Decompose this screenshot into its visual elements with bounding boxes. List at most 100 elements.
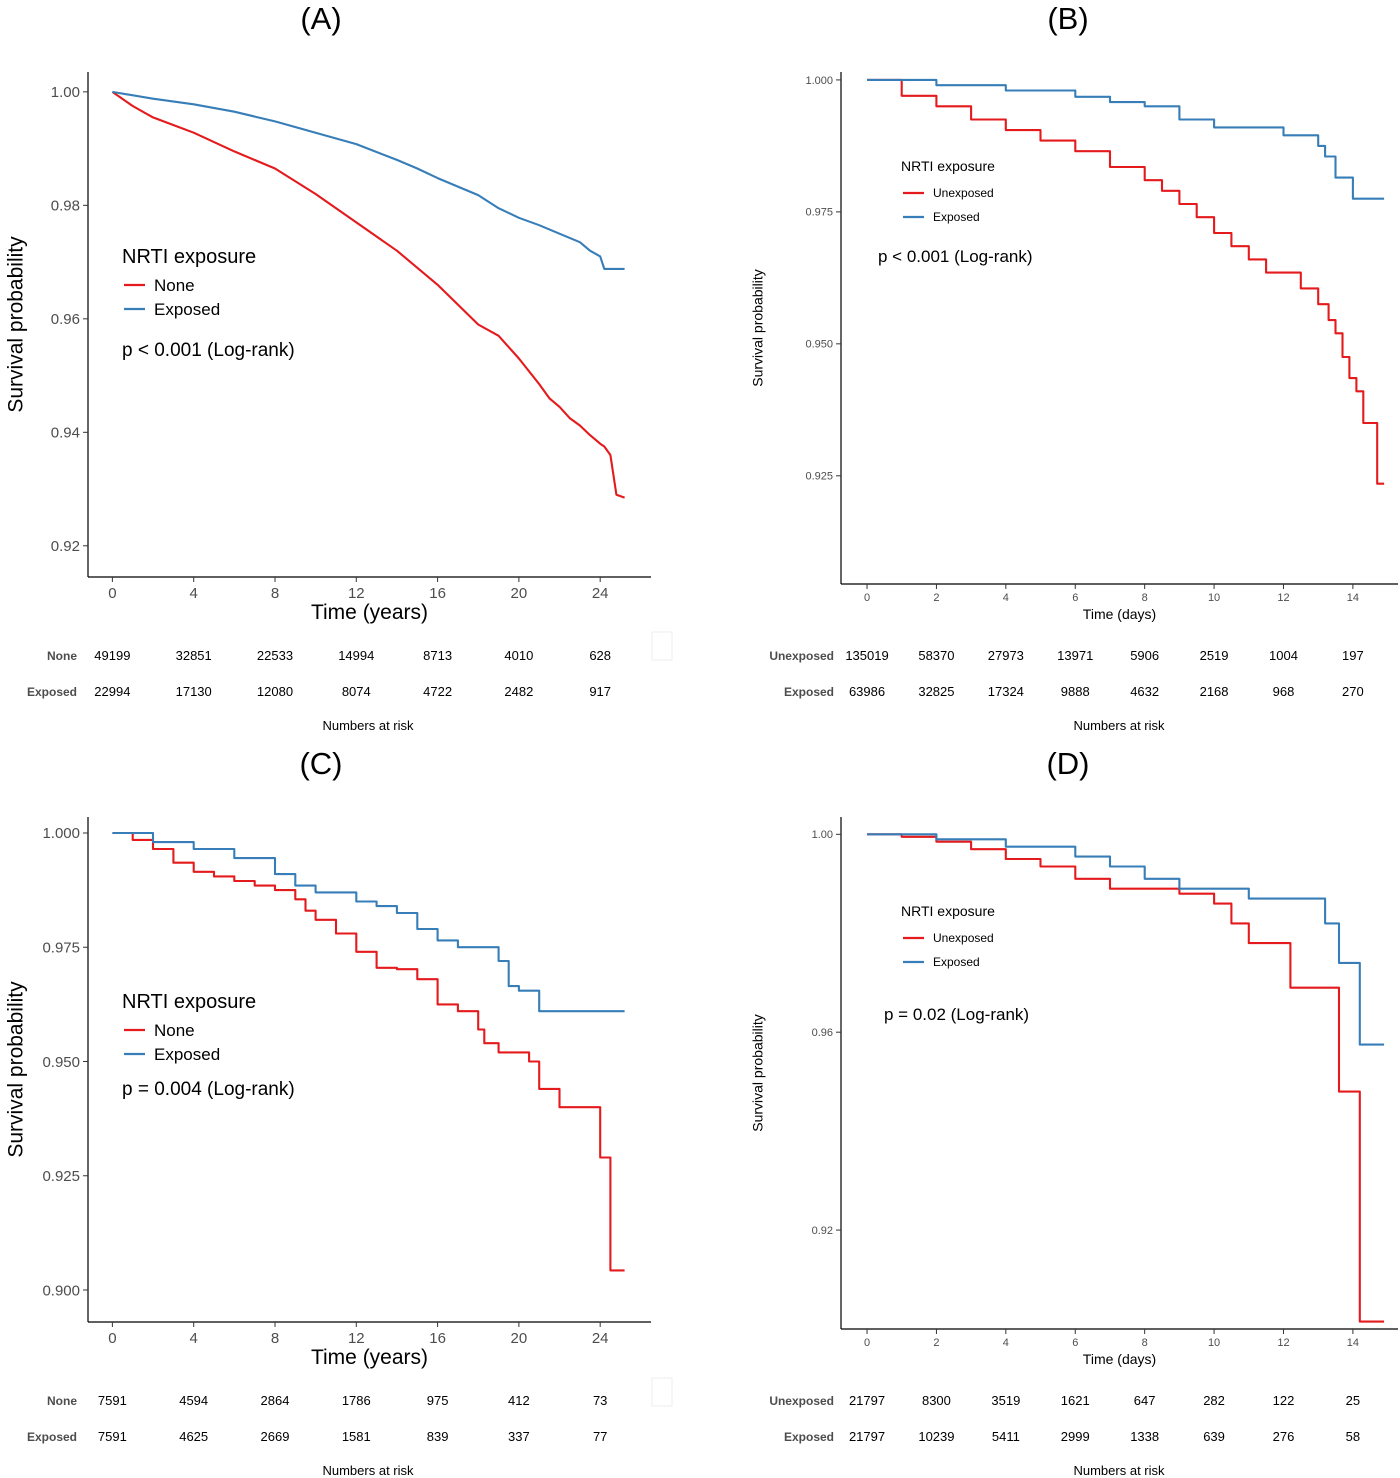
panel-c-risk-cell: 73 — [593, 1393, 607, 1408]
panel-a-risk-table-title: Numbers at risk — [322, 718, 414, 733]
panel-c-legend-item-none: None — [154, 1021, 195, 1040]
panel-d-x-tick-label: 6 — [1072, 1337, 1078, 1349]
panel-c-y-tick-label: 0.975 — [42, 939, 80, 956]
panel-a-x-tick-label: 8 — [271, 585, 279, 602]
panel-a-risk-cell: 12080 — [257, 684, 293, 699]
panel-b-x-tick-label: 12 — [1277, 592, 1289, 604]
panel-b-x-tick-label: 4 — [1003, 592, 1009, 604]
panel-b-x-tick-label: 6 — [1072, 592, 1078, 604]
panel-c-risk-cell: 4594 — [179, 1393, 208, 1408]
panel-c: (C) 0 4 8 12 16 20 24 1.000 0.975 0.950 0.925 0.900 T… — [5, 746, 651, 1478]
panel-a-risk-cell: 4010 — [504, 648, 533, 663]
panel-d-series-exposed-curve — [867, 833, 1385, 1046]
panel-d-y-axis-label: Survival probability — [750, 1014, 766, 1132]
panel-a-x-tick-label: 4 — [190, 585, 198, 602]
panel-a-series-exposed-curve — [112, 90, 625, 270]
panel-b: (B) 0 2 4 6 8 10 12 14 1.000 0.975 0.950 0.925 Time (… — [750, 1, 1398, 733]
panel-a-y-tick-label: 0.92 — [51, 538, 80, 555]
panel-d-x-tick-label: 12 — [1277, 1337, 1289, 1349]
panel-c-risk-row-label: Exposed — [27, 1430, 77, 1444]
panel-b-legend-item-unexposed: Unexposed — [933, 186, 994, 200]
panel-b-risk-cell: 32825 — [918, 684, 954, 699]
panel-c-x-tick-label: 16 — [429, 1330, 446, 1347]
panel-a-risk-cell: 2482 — [504, 684, 533, 699]
panel-b-x-tick-label: 8 — [1142, 592, 1148, 604]
panel-b-risk-cell: 5906 — [1130, 648, 1159, 663]
panel-d-risk-cell: 21797 — [849, 1429, 885, 1444]
panel-b-risk-cell: 270 — [1342, 684, 1364, 699]
panel-b-y-tick-label: 0.950 — [805, 339, 833, 351]
panel-c-title: (C) — [299, 746, 342, 781]
panel-c-legend-item-exposed: Exposed — [154, 1045, 220, 1064]
panel-a-legend-title: NRTI exposure — [122, 246, 256, 268]
panel-c-series-exposed-curve — [112, 831, 625, 1013]
panel-b-y-tick-label: 0.925 — [805, 471, 833, 483]
panel-b-risk-cell: 197 — [1342, 648, 1364, 663]
panel-a-x-tick-label: 20 — [511, 585, 528, 602]
panel-c-x-tick-label: 8 — [271, 1330, 279, 1347]
panel-a-risk-cell: 17130 — [176, 684, 212, 699]
panel-c-risk-cell: 975 — [427, 1393, 449, 1408]
panel-d-risk-cell: 122 — [1273, 1393, 1295, 1408]
panel-d-risk-cell: 5411 — [992, 1429, 1020, 1444]
panel-a-y-tick-label: 0.94 — [51, 425, 80, 442]
panel-c-x-tick-label: 20 — [511, 1330, 528, 1347]
panel-c-risk-cell: 1581 — [342, 1429, 371, 1444]
panel-b-risk-cell: 2519 — [1200, 648, 1229, 663]
panel-a-pvalue-annotation: p < 0.001 (Log-rank) — [122, 340, 295, 361]
panel-b-pvalue-annotation: p < 0.001 (Log-rank) — [878, 247, 1033, 266]
panel-c-y-tick-label: 0.900 — [42, 1282, 80, 1299]
panel-c-risk-cell: 4625 — [179, 1429, 208, 1444]
panel-a-risk-row-label: None — [47, 649, 77, 663]
panel-b-risk-table-title: Numbers at risk — [1073, 718, 1165, 733]
panel-d-risk-row-label: Unexposed — [769, 1394, 834, 1408]
panel-a-x-tick-label: 16 — [429, 585, 446, 602]
empty-legend-box — [651, 1377, 673, 1407]
panel-a-x-tick-label: 12 — [348, 585, 365, 602]
panel-d-y-tick-label: 0.92 — [812, 1225, 833, 1237]
panel-d-title: (D) — [1046, 746, 1089, 781]
panel-d-x-tick-label: 4 — [1003, 1337, 1009, 1349]
panel-d-x-tick-label: 2 — [933, 1337, 939, 1349]
panel-d-risk-cell: 2999 — [1061, 1429, 1090, 1444]
panel-d-legend-title: NRTI exposure — [901, 903, 995, 919]
panel-c-y-tick-label: 0.925 — [42, 1168, 80, 1185]
panel-d-legend-item-unexposed: Unexposed — [933, 931, 994, 945]
panel-d-risk-cell: 282 — [1203, 1393, 1225, 1408]
panel-b-risk-cell: 135019 — [845, 648, 888, 663]
panel-b-title: (B) — [1047, 1, 1088, 36]
panel-d-risk-cell: 10239 — [918, 1429, 954, 1444]
panel-d-risk-cell: 1621 — [1061, 1393, 1090, 1408]
panel-d-risk-table-title: Numbers at risk — [1073, 1463, 1165, 1478]
panel-b-risk-row-label: Unexposed — [769, 649, 834, 663]
panel-a-risk-cell: 14994 — [338, 648, 374, 663]
panel-d-risk-cell: 639 — [1203, 1429, 1225, 1444]
panel-c-y-axis-label: Survival probability — [5, 981, 28, 1158]
panel-a: (A) 0 4 8 12 16 20 24 1.00 0.98 0.96 0.94 0.92 Time (… — [5, 1, 651, 733]
panel-a-x-tick-label: 24 — [592, 585, 609, 602]
panel-d-risk-cell: 8300 — [922, 1393, 951, 1408]
panel-d-x-tick-label: 8 — [1142, 1337, 1148, 1349]
panel-b-risk-row-label: Exposed — [784, 685, 834, 699]
panel-a-legend-item-exposed: Exposed — [154, 300, 220, 319]
panel-d-x-tick-label: 14 — [1347, 1337, 1359, 1349]
panel-a-risk-cell: 4722 — [423, 684, 452, 699]
panel-b-risk-cell: 2168 — [1200, 684, 1229, 699]
panel-d-risk-cell: 21797 — [849, 1393, 885, 1408]
panel-b-y-tick-label: 1.000 — [805, 75, 833, 87]
panel-b-risk-cell: 1004 — [1269, 648, 1298, 663]
panel-d-x-axis-label: Time (days) — [1083, 1351, 1156, 1367]
panel-a-series-none-curve — [111, 91, 625, 499]
panel-b-y-axis-label: Survival probability — [750, 269, 766, 387]
panel-c-risk-row-label: None — [47, 1394, 77, 1408]
panel-b-risk-cell: 63986 — [849, 684, 885, 699]
panel-a-x-tick-label: 0 — [108, 585, 116, 602]
panel-a-risk-cell: 32851 — [176, 648, 212, 663]
panel-d-risk-cell: 1338 — [1130, 1429, 1159, 1444]
panel-a-y-axis-label: Survival probability — [5, 236, 28, 413]
panel-a-y-tick-label: 0.98 — [51, 198, 80, 215]
panel-c-risk-cell: 7591 — [98, 1429, 127, 1444]
panel-c-risk-cell: 2669 — [261, 1429, 290, 1444]
panel-b-risk-cell: 968 — [1273, 684, 1295, 699]
panel-a-risk-cell: 49199 — [94, 648, 130, 663]
